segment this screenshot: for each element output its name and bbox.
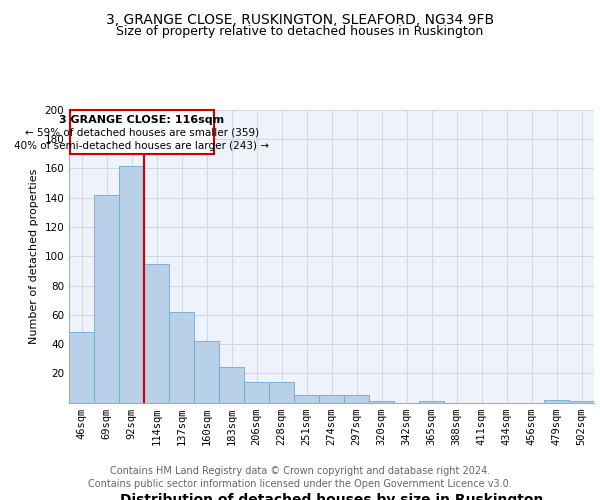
Bar	[319, 395, 344, 402]
Bar	[69, 332, 94, 402]
Bar	[569, 401, 594, 402]
Bar	[269, 382, 294, 402]
Text: 40% of semi-detached houses are larger (243) →: 40% of semi-detached houses are larger (…	[14, 141, 269, 151]
Bar	[544, 400, 569, 402]
Text: 3 GRANGE CLOSE: 116sqm: 3 GRANGE CLOSE: 116sqm	[59, 114, 224, 124]
X-axis label: Distribution of detached houses by size in Ruskington: Distribution of detached houses by size …	[120, 494, 543, 500]
Bar	[244, 382, 269, 402]
Bar	[144, 264, 169, 402]
Bar	[194, 341, 219, 402]
Bar	[344, 395, 369, 402]
Text: Contains public sector information licensed under the Open Government Licence v3: Contains public sector information licen…	[88, 479, 512, 489]
Bar	[294, 395, 319, 402]
Bar	[94, 195, 119, 402]
Bar	[219, 368, 244, 402]
Text: 3, GRANGE CLOSE, RUSKINGTON, SLEAFORD, NG34 9FB: 3, GRANGE CLOSE, RUSKINGTON, SLEAFORD, N…	[106, 12, 494, 26]
Bar	[419, 401, 444, 402]
Bar	[70, 110, 214, 154]
Text: Size of property relative to detached houses in Ruskington: Size of property relative to detached ho…	[116, 25, 484, 38]
Text: Contains HM Land Registry data © Crown copyright and database right 2024.: Contains HM Land Registry data © Crown c…	[110, 466, 490, 476]
Bar	[169, 312, 194, 402]
Text: ← 59% of detached houses are smaller (359): ← 59% of detached houses are smaller (35…	[25, 128, 259, 138]
Bar	[119, 166, 144, 402]
Bar	[369, 401, 394, 402]
Y-axis label: Number of detached properties: Number of detached properties	[29, 168, 39, 344]
